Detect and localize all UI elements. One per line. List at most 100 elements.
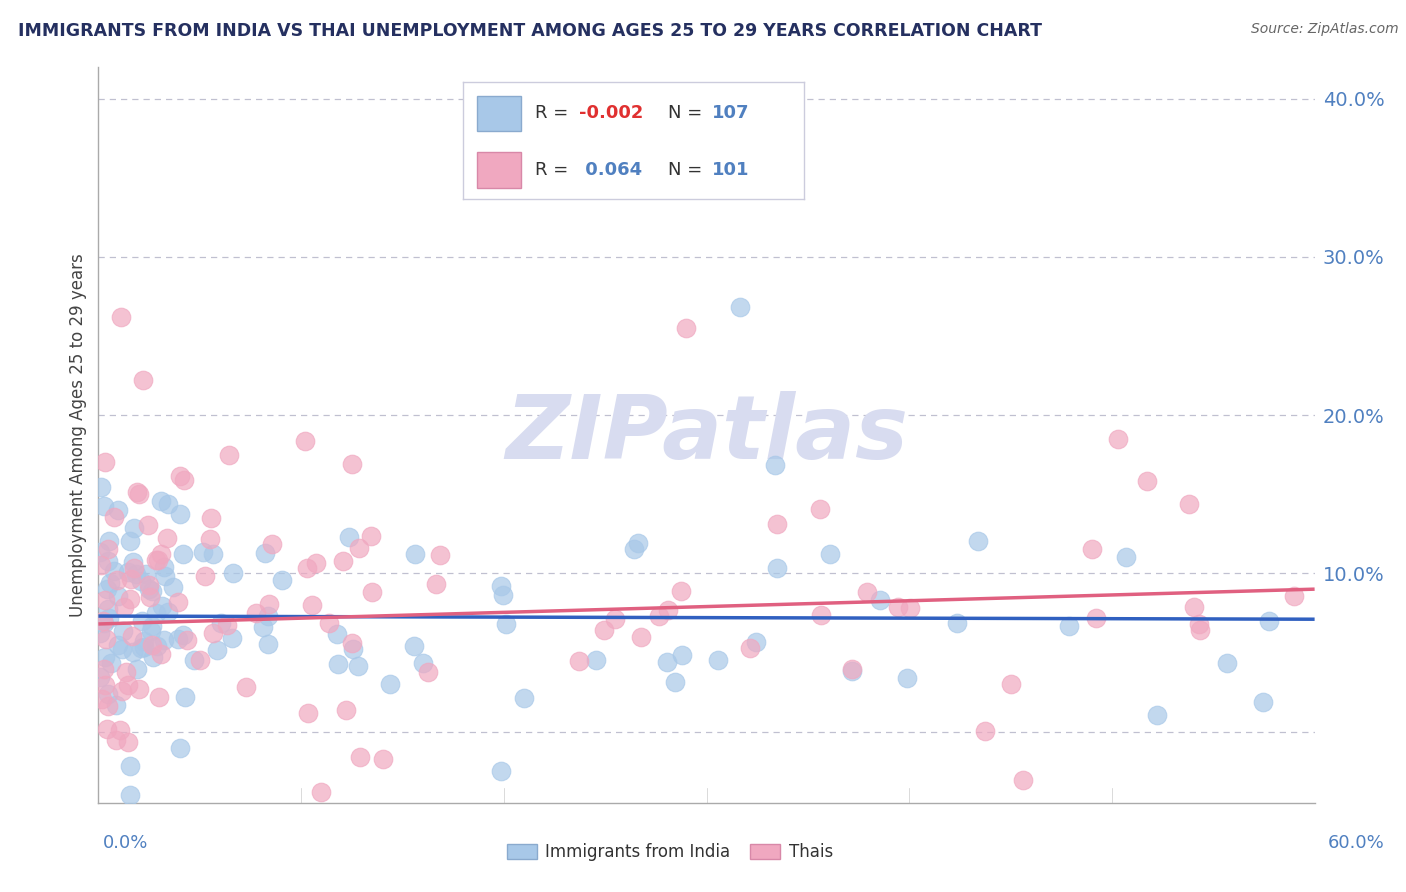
Point — [111, 624, 134, 638]
Point — [110, 683, 132, 698]
Point — [671, 648, 693, 663]
Point — [896, 671, 918, 685]
Point — [946, 615, 969, 630]
Point — [117, 735, 139, 749]
Point — [105, 573, 128, 587]
Point — [869, 593, 891, 607]
Point — [173, 474, 195, 488]
Point — [205, 642, 228, 657]
Point — [630, 631, 652, 645]
Point — [340, 457, 363, 471]
Point — [146, 553, 169, 567]
Point — [856, 584, 879, 599]
Point — [162, 580, 184, 594]
Point — [93, 662, 115, 676]
Point — [270, 573, 292, 587]
Point — [1146, 708, 1168, 723]
Point — [89, 545, 111, 559]
Point — [97, 601, 120, 615]
Point — [172, 548, 194, 562]
Point — [105, 733, 128, 747]
Point — [245, 606, 267, 620]
Point — [118, 759, 141, 773]
Point — [108, 723, 131, 738]
Point — [120, 591, 142, 606]
Point — [592, 624, 614, 638]
Point — [125, 566, 148, 581]
Point — [98, 575, 121, 590]
Point — [305, 556, 328, 570]
Point — [121, 555, 143, 569]
Point — [215, 617, 238, 632]
Point — [360, 529, 382, 543]
Text: ZIPatlas: ZIPatlas — [505, 392, 908, 478]
Point — [145, 553, 167, 567]
Point — [153, 632, 176, 647]
Point — [169, 741, 191, 756]
Point — [121, 645, 143, 659]
Point — [141, 584, 163, 599]
Point — [138, 591, 160, 605]
Point — [97, 611, 120, 625]
Point — [122, 521, 145, 535]
Point — [326, 626, 349, 640]
Point — [176, 633, 198, 648]
Point — [145, 607, 167, 621]
Point — [1107, 432, 1129, 446]
Point — [1085, 611, 1108, 625]
Point — [89, 626, 111, 640]
Point — [675, 321, 697, 335]
Point — [1215, 657, 1237, 671]
Point — [489, 579, 512, 593]
Point — [191, 545, 214, 559]
Point — [766, 561, 789, 575]
Point — [647, 609, 669, 624]
Point — [810, 607, 832, 622]
Point — [157, 605, 180, 619]
Point — [97, 687, 120, 701]
Point — [1258, 614, 1281, 628]
Point — [1000, 677, 1022, 691]
Point — [222, 566, 245, 580]
Point — [201, 548, 224, 562]
Point — [1115, 549, 1137, 564]
Point — [256, 637, 278, 651]
Point — [1081, 541, 1104, 556]
Point — [157, 498, 180, 512]
Point — [378, 676, 401, 690]
Point — [139, 624, 162, 638]
Point — [495, 616, 517, 631]
Point — [120, 788, 142, 802]
Point — [94, 677, 117, 691]
Point — [340, 636, 363, 650]
Point — [120, 572, 142, 586]
Point — [294, 434, 316, 448]
Point — [209, 615, 232, 630]
Point — [745, 634, 768, 648]
Point — [346, 658, 368, 673]
Point — [132, 373, 155, 387]
Point — [657, 603, 679, 617]
Point — [166, 632, 188, 646]
Point — [135, 566, 157, 581]
Point — [120, 534, 142, 549]
Text: 0.0%: 0.0% — [103, 834, 148, 852]
Point — [492, 588, 515, 602]
Text: Source: ZipAtlas.com: Source: ZipAtlas.com — [1251, 22, 1399, 37]
Point — [128, 681, 150, 696]
Point — [900, 601, 922, 615]
Point — [1188, 616, 1211, 631]
Point — [763, 458, 786, 473]
Point — [841, 664, 863, 678]
Point — [808, 502, 831, 516]
Point — [149, 548, 172, 562]
Point — [107, 589, 129, 603]
Point — [235, 681, 257, 695]
Point — [142, 650, 165, 665]
Point — [152, 559, 174, 574]
Point — [886, 599, 908, 614]
Y-axis label: Unemployment Among Ages 25 to 29 years: Unemployment Among Ages 25 to 29 years — [69, 253, 87, 616]
Point — [94, 649, 117, 664]
Point — [129, 640, 152, 655]
Point — [148, 690, 170, 704]
